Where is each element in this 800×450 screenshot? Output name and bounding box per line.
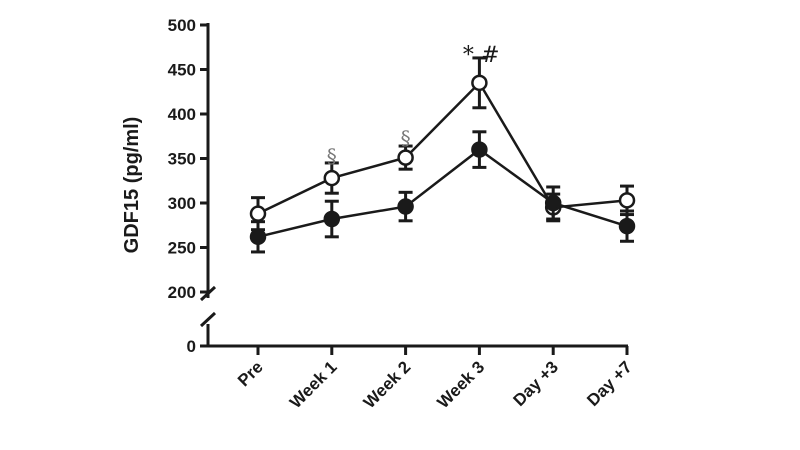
significance-hash: # bbox=[481, 43, 499, 68]
axis-break-mark-lower bbox=[199, 311, 217, 328]
significance-section-mark: § bbox=[327, 144, 337, 168]
open-circle-marker bbox=[249, 205, 267, 222]
y-tick-label: 300 bbox=[168, 194, 196, 213]
y-tick-label: 350 bbox=[168, 150, 196, 169]
filled-circle-marker bbox=[323, 210, 341, 228]
y-tick-label: 200 bbox=[168, 283, 196, 302]
series-layer bbox=[249, 56, 636, 254]
series-2 bbox=[249, 130, 636, 254]
x-tick-label: Week 1 bbox=[286, 357, 341, 412]
filled-circle-marker bbox=[544, 194, 562, 212]
filled-circle-marker bbox=[618, 217, 636, 235]
x-tick-label: Day +3 bbox=[509, 357, 562, 410]
significance-asterisk: * bbox=[463, 43, 474, 68]
x-tick-label: Day +7 bbox=[583, 357, 636, 410]
open-circle-marker bbox=[618, 192, 636, 209]
open-circle-marker bbox=[397, 149, 414, 166]
series-line bbox=[257, 80, 628, 215]
y-axis-ticks: 0 200 250 300 350 400 450 500 bbox=[168, 16, 208, 356]
filled-circle-marker bbox=[249, 228, 267, 246]
annotation-layer: § § * # bbox=[327, 43, 500, 168]
y-tick-label: 0 bbox=[187, 337, 196, 356]
open-circle-marker bbox=[471, 74, 488, 92]
y-tick-label: 250 bbox=[168, 239, 196, 258]
series-1 bbox=[249, 56, 636, 232]
significance-section-mark: § bbox=[401, 126, 411, 150]
y-tick-label: 400 bbox=[168, 105, 196, 124]
x-axis-ticks: Pre Week 1 Week 2 Week 3 Day +3 Day +7 bbox=[234, 346, 636, 412]
series-line bbox=[257, 148, 628, 239]
y-axis-title: GDF15 (pg/ml) bbox=[121, 117, 143, 254]
filled-circle-marker bbox=[471, 141, 488, 158]
x-tick-label: Week 2 bbox=[360, 357, 415, 412]
axes bbox=[199, 23, 628, 348]
x-tick-label: Pre bbox=[234, 357, 267, 390]
open-circle-marker bbox=[323, 169, 341, 187]
y-tick-label: 500 bbox=[168, 16, 196, 35]
filled-circle-marker bbox=[397, 198, 414, 215]
x-tick-label: Week 3 bbox=[434, 357, 489, 412]
y-tick-label: 450 bbox=[168, 61, 196, 80]
